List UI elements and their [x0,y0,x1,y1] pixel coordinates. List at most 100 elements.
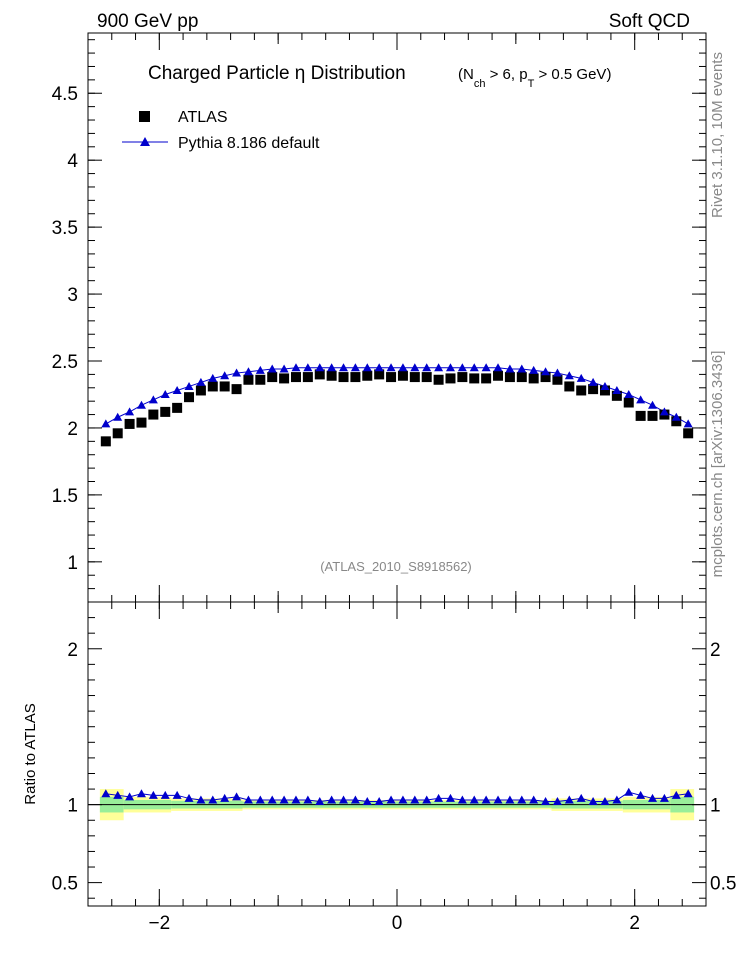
rivet-label: Rivet 3.1.10, 10M events [709,52,726,218]
atlas-point [528,373,539,384]
atlas-point [516,372,527,383]
atlas-point [362,370,373,381]
x-tick-label: −2 [148,913,170,934]
main-y-tick-label: 2 [67,419,78,440]
ratio-pythia-point [517,795,527,804]
main-axis-ticks [87,33,707,602]
legend-atlas-marker [139,111,150,122]
main-y-tick-label: 2.5 [52,352,78,373]
ratio-pythia-point [374,797,384,806]
ratio-y-tick-label: 0.5 [52,874,78,895]
atlas-point [207,381,218,392]
pythia-point [529,365,539,374]
mcplots-label: mcplots.cern.ch [arXiv:1306.3436] [709,351,726,578]
chart-title: Charged Particle η Distribution [148,63,406,84]
pythia-point [671,412,681,421]
atlas-point [112,428,123,439]
atlas-point [457,372,468,383]
ratio-pythia-point [624,787,634,796]
pythia-point [172,385,182,394]
atlas-point [493,370,504,381]
legend-pythia-label: Pythia 8.186 default [178,135,320,152]
atlas-point [302,372,313,383]
pythia-point [101,419,111,428]
atlas-point [409,372,420,383]
ratio-pythia-point [422,795,432,804]
pythia-point [267,364,277,373]
pythia-point [255,365,265,374]
atlas-point [148,409,159,420]
atlas-point [552,374,563,385]
title-condition: (Nch > 6, pT > 0.5 GeV) [458,66,611,90]
ratio-pythia-point [232,792,242,801]
ratio-pythia-point [196,795,206,804]
pythia-point [505,364,515,373]
atlas-point [671,416,682,427]
ratio-pythia-point [445,793,455,802]
atlas-point [421,372,432,383]
atlas-point [350,372,361,383]
atlas-point [540,372,551,383]
ratio-y-tick-label-right: 1 [710,796,721,817]
pythia-point [493,363,503,372]
atlas-point [279,373,290,384]
atlas-point [172,402,183,413]
header-left: 900 GeV pp [97,11,198,32]
pythia-markers [101,363,693,428]
pythia-point [600,381,610,390]
atlas-point [564,381,575,392]
ratio-pythia-markers [101,787,693,806]
atlas-point [290,372,301,383]
ratio-pythia-point [541,797,551,806]
ratio-pythia-point [576,793,586,802]
pythia-point [374,363,384,372]
pythia-point [232,368,242,377]
atlas-point [599,385,610,396]
main-y-tick-labels: 1 1.5 2 2.5 3 3.5 4 4.5 [52,84,79,574]
atlas-point [576,385,587,396]
pythia-point [481,363,491,372]
atlas-markers [100,369,694,447]
main-y-tick-label: 4 [67,151,78,172]
title-main: Charged Particle η Distribution [148,63,406,84]
ratio-pythia-point [339,795,349,804]
pythia-point [279,364,289,373]
pythia-point [636,395,646,404]
ratio-pythia-point [113,790,123,799]
ratio-pythia-point [303,795,313,804]
x-tick-labels: −2 0 2 [148,913,640,934]
pythia-point [434,363,444,372]
legend-pythia-marker [140,137,150,146]
ratio-panel-frame [87,601,707,907]
ratio-pythia-point [636,790,646,799]
atlas-point [100,436,111,447]
ratio-pythia-point [208,795,218,804]
header-right: Soft QCD [609,11,690,32]
ratio-axis-ticks [87,602,707,906]
pythia-point [113,412,123,421]
ratio-pythia-point [255,795,265,804]
ratio-pythia-point [493,795,503,804]
pythia-point [541,367,551,376]
ratio-pythia-point [160,790,170,799]
pythia-point [125,407,135,416]
cond-t: T [528,78,535,90]
atlas-point [623,397,634,408]
pythia-point [624,389,634,398]
pythia-point [552,368,562,377]
legend-atlas-label: ATLAS [178,109,228,126]
analysis-id: (ATLAS_2010_S8918562) [320,559,472,574]
ratio-pythia-point [101,789,111,798]
pythia-point [136,400,146,409]
atlas-point [433,374,444,385]
pythia-point [588,377,598,386]
pythia-point [362,363,372,372]
atlas-point [504,372,515,383]
ratio-pythia-point [362,797,372,806]
pythia-point [148,395,158,404]
pythia-point [208,373,218,382]
atlas-point [338,372,349,383]
pythia-point [517,364,527,373]
ratio-pythia-point [410,795,420,804]
ratio-pythia-point [457,795,467,804]
